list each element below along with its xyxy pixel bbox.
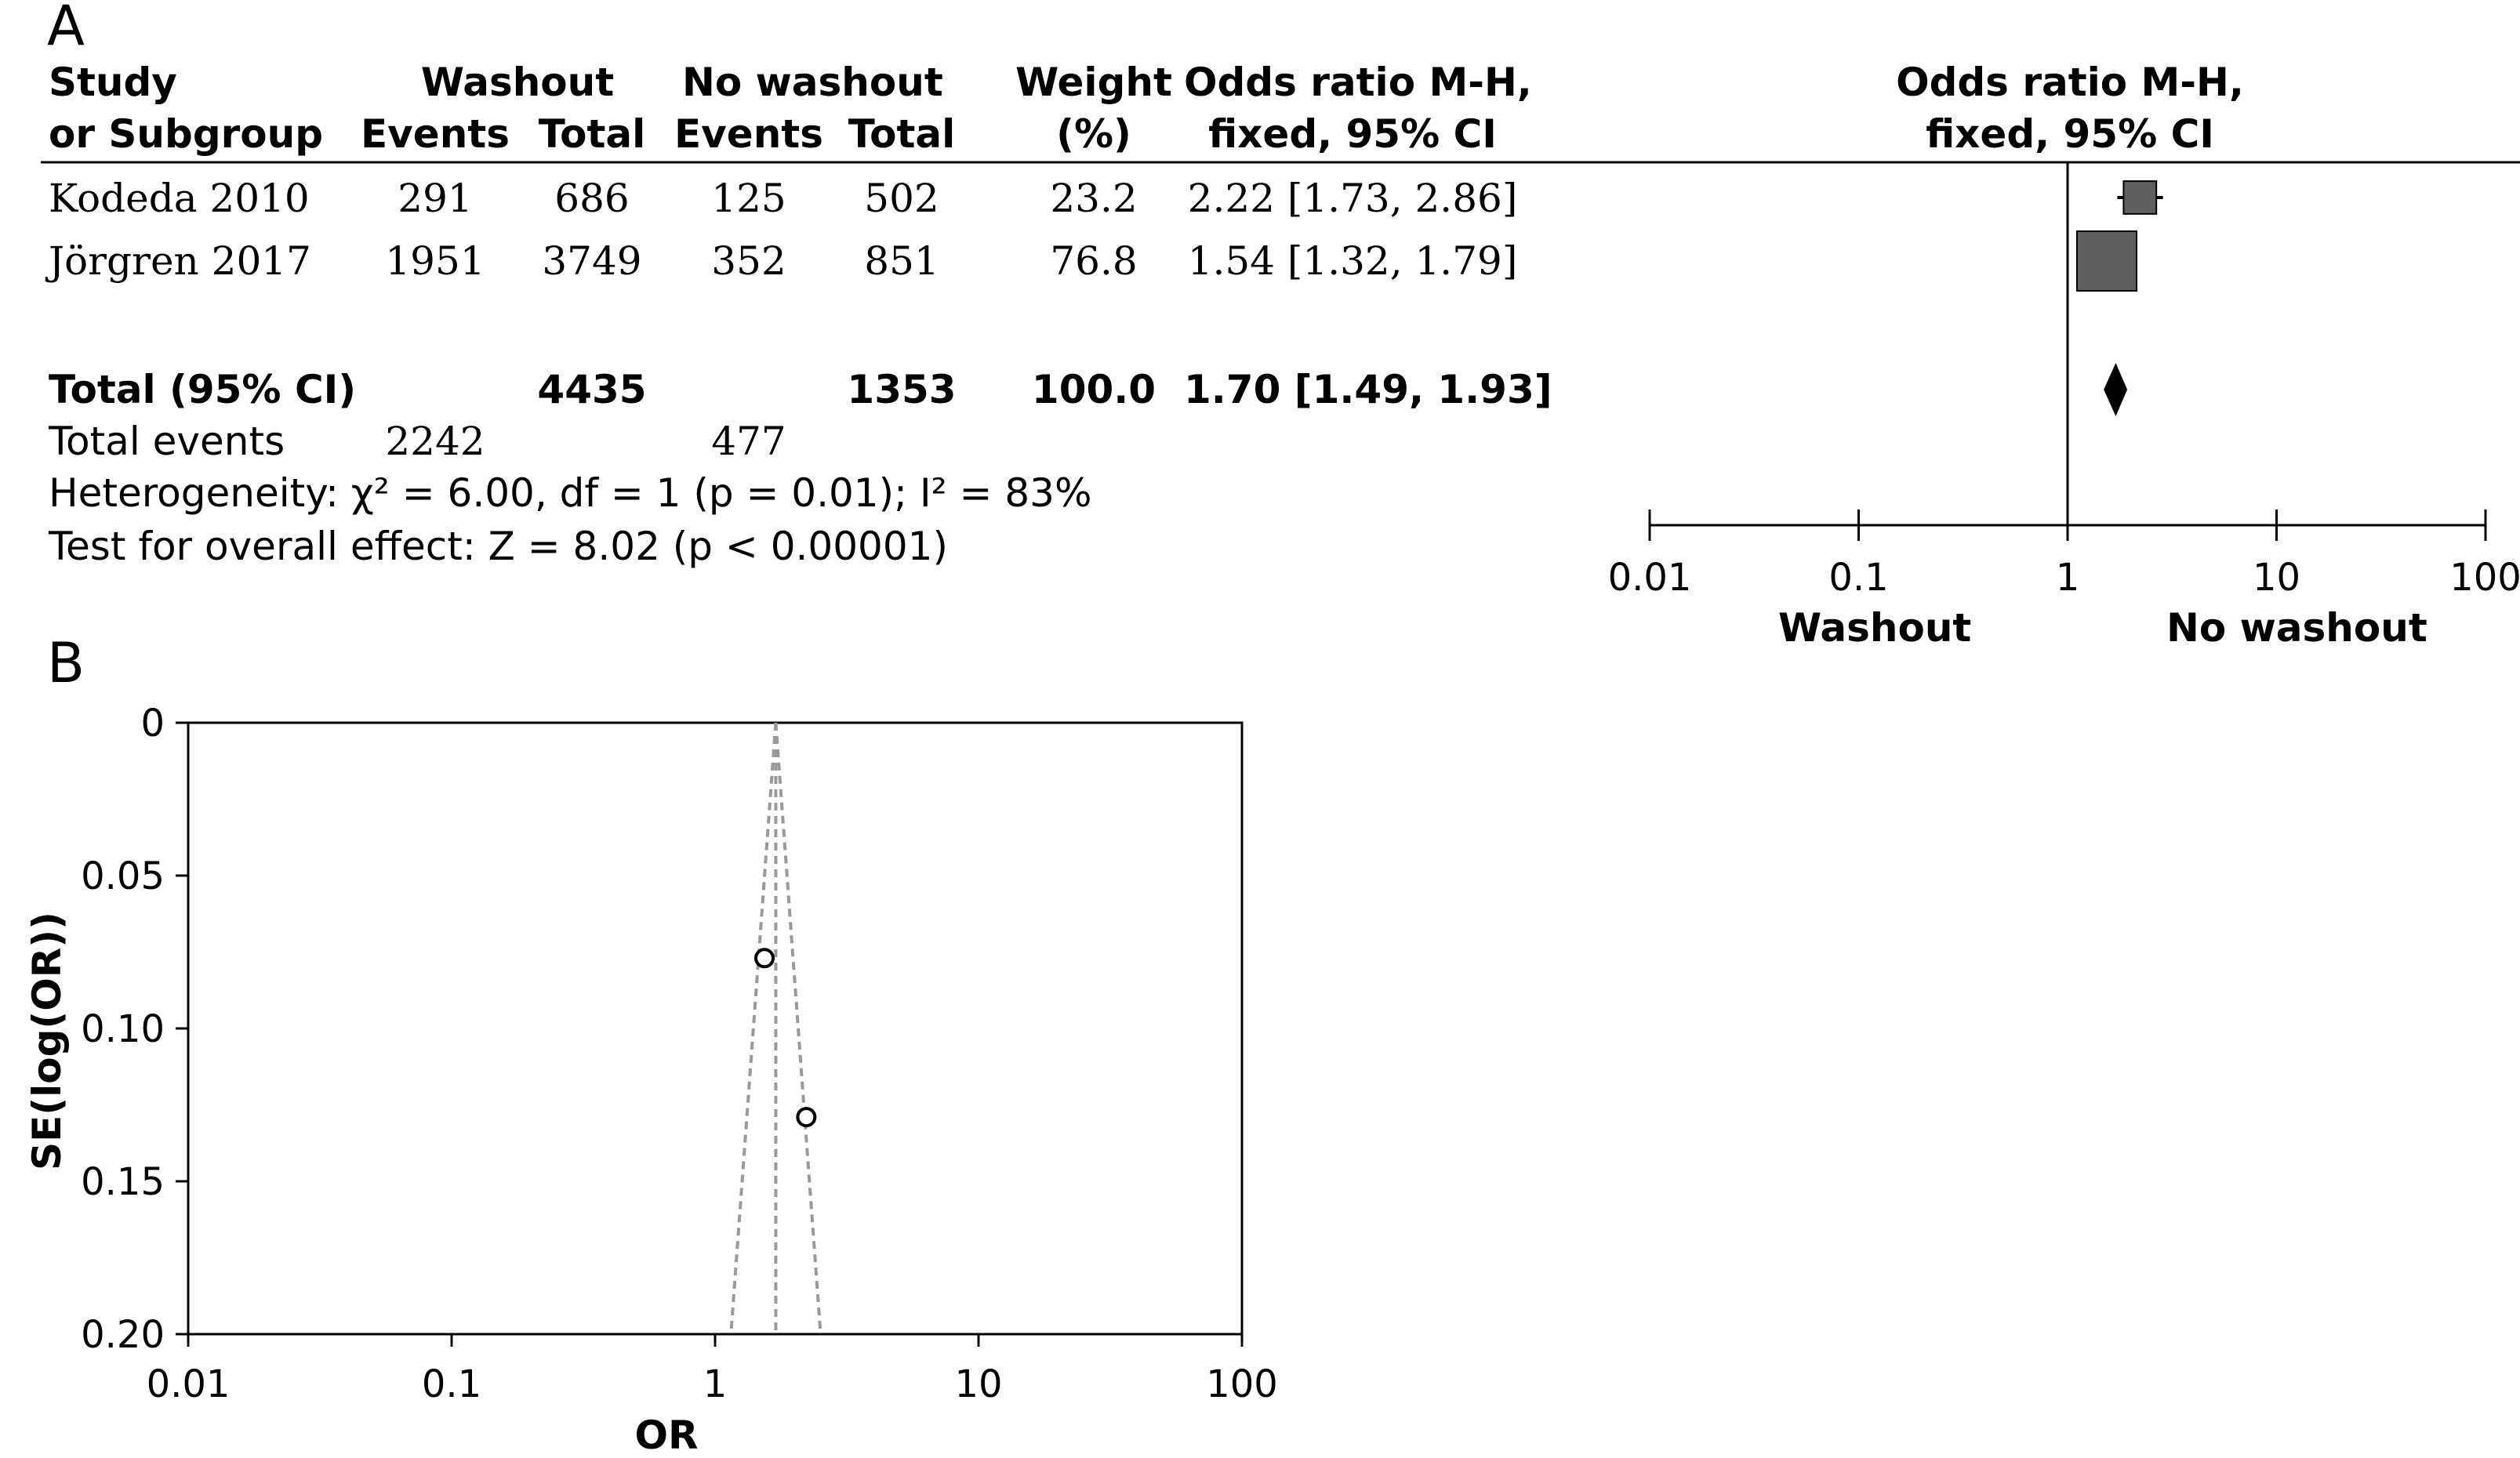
header-odds-ratio-method: fixed, 95% CI xyxy=(1208,111,1497,157)
cell-washout-total: 686 xyxy=(554,176,630,221)
study-name: Jörgren 2017 xyxy=(49,238,311,284)
cell-no-washout-events: 352 xyxy=(711,238,786,284)
header-plot-method: fixed, 95% CI xyxy=(1926,111,2214,157)
funnel-x-axis-title: OR xyxy=(634,1413,699,1458)
forest-x-tick-label: 10 xyxy=(2253,556,2300,600)
forest-x-tick-label: 1 xyxy=(2056,556,2080,600)
total-events-label: Total events xyxy=(49,419,285,464)
header-weight-unit: (%) xyxy=(1056,111,1131,157)
funnel-left-limit xyxy=(729,722,778,1335)
header-subgroup: or Subgroup xyxy=(49,111,323,157)
forest-study-box xyxy=(2122,180,2158,215)
total-label: Total (95% CI) xyxy=(49,367,357,412)
forest-x-tick-label: 0.1 xyxy=(1828,556,1888,600)
funnel-y-tick-label: 0.10 xyxy=(81,1007,165,1051)
cell-washout-events: 291 xyxy=(398,176,473,221)
header-events-no-washout: Events xyxy=(674,111,823,157)
cell-washout-events: 1951 xyxy=(385,238,485,284)
cell-odds-ratio: 2.22 [1.73, 2.86] xyxy=(1187,176,1518,221)
cell-no-washout-total: 851 xyxy=(864,238,939,284)
funnel-y-tick-label: 0.20 xyxy=(81,1313,165,1357)
funnel-study-point xyxy=(796,1107,817,1128)
cell-no-washout-total: 502 xyxy=(864,176,939,221)
header-odds-ratio: Odds ratio M-H, xyxy=(1184,60,1532,105)
funnel-x-tick-label: 0.01 xyxy=(147,1362,231,1406)
forest-study-box xyxy=(2075,230,2137,292)
panel-b-label: B xyxy=(47,631,85,695)
cell-odds-ratio: 1.54 [1.32, 1.79] xyxy=(1187,238,1518,284)
funnel-right-limit xyxy=(774,722,822,1335)
header-study: Study xyxy=(49,60,177,105)
funnel-y-tick-label: 0 xyxy=(140,702,165,745)
funnel-x-tick-label: 10 xyxy=(954,1362,1002,1406)
header-plot-odds-ratio: Odds ratio M-H, xyxy=(1896,60,2244,105)
header-total-washout: Total xyxy=(538,111,646,157)
total-odds-ratio: 1.70 [1.49, 1.93] xyxy=(1184,367,1552,412)
funnel-plot-frame xyxy=(187,721,1244,1336)
cell-no-washout-events: 125 xyxy=(711,176,786,221)
cell-washout-total: 3749 xyxy=(542,238,642,284)
study-name: Kodeda 2010 xyxy=(49,176,310,221)
forest-x-tick-label: 0.01 xyxy=(1608,556,1692,600)
cell-weight: 23.2 xyxy=(1050,176,1138,221)
header-no-washout: No washout xyxy=(682,60,943,105)
funnel-y-tick-label: 0.05 xyxy=(81,854,165,898)
forest-x-label-right: No washout xyxy=(2166,605,2427,651)
funnel-x-tick-label: 100 xyxy=(1206,1362,1278,1406)
forest-x-tick-label: 100 xyxy=(2449,556,2520,600)
panel-a-label: A xyxy=(47,0,85,58)
header-events-washout: Events xyxy=(361,111,510,157)
funnel-x-tick-label: 1 xyxy=(703,1362,728,1406)
total-washout: 4435 xyxy=(537,367,647,412)
forest-pooled-diamond xyxy=(2104,363,2128,416)
overall-effect-text: Test for overall effect: Z = 8.02 (p < 0… xyxy=(49,524,948,569)
forest-x-label-left: Washout xyxy=(1778,605,1972,651)
total-events-washout: 2242 xyxy=(385,419,485,464)
total-events-no-washout: 477 xyxy=(711,419,786,464)
heterogeneity-text: Heterogeneity: χ² = 6.00, df = 1 (p = 0.… xyxy=(49,470,1092,516)
total-weight: 100.0 xyxy=(1031,367,1157,412)
funnel-study-point xyxy=(754,948,775,969)
header-total-no-washout: Total xyxy=(848,111,956,157)
cell-weight: 76.8 xyxy=(1050,238,1138,284)
header-weight: Weight xyxy=(1015,60,1172,105)
total-no-washout: 1353 xyxy=(847,367,957,412)
funnel-x-tick-label: 0.1 xyxy=(422,1362,481,1406)
funnel-y-tick-label: 0.15 xyxy=(81,1160,165,1204)
header-washout: Washout xyxy=(420,60,615,105)
